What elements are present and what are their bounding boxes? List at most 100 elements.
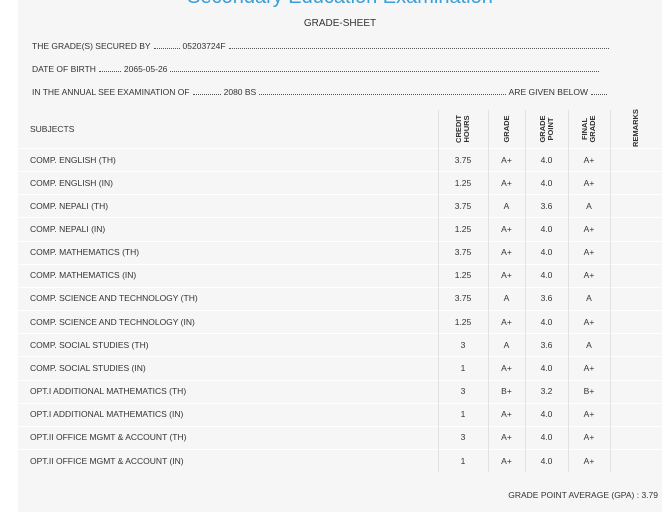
table-cell: A+ [583,224,595,234]
table-row: COMP. SOCIAL STUDIES (TH) 3 A 3.6 A [18,333,662,356]
table-cell: B+ [501,386,512,397]
table-row: COMP. NEPALI (IN) 1.25 A+ 4.0 A+ [18,217,662,240]
table-row: COMP. SCIENCE AND TECHNOLOGY (TH) 3.75 A 3.… [18,287,662,310]
table-cell: A [586,200,592,211]
table-cell: A [586,293,592,304]
header-cell: GRADE [488,110,525,148]
table-cell: A+ [501,316,512,327]
table-cell: 4.0 [540,316,553,327]
table-cell: COMP. NEPALI (TH) [30,200,109,211]
header-text: GRADE POINT [537,115,555,143]
table-cell: COMP. SOCIAL STUDIES (IN) [30,362,146,373]
table-row: COMP. ENGLISH (IN) 1.25 A+ 4.0 A+ [18,171,662,194]
table-cell: 3.6 [540,200,553,211]
table-cell: 1 [460,409,466,420]
table-row: COMP. MATHEMATICS (TH) 3.75 A+ 4.0 A+ [18,241,662,264]
table-row: COMP. SCIENCE AND TECHNOLOGY (IN) 1.25 A+ 4… [18,310,662,333]
info-line: DATE OF BIRTH 2065-05-26 [32,64,602,74]
table-cell: 4.0 [540,270,553,281]
label: IN THE ANNUAL SEE EXAMINATION OF [32,87,190,97]
header-cell: FINAL GRADE [568,110,610,148]
header-text: REMARKS [631,109,640,147]
table-cell: 4.0 [540,432,553,443]
table-cell: 3.75 [454,293,472,304]
row-separator [18,310,662,312]
table-row: OPT.I ADDITIONAL MATHEMATICS (IN) 1 A+ 4.0 A… [18,403,662,426]
header-cell: SUBJECTS [18,110,438,148]
table-cell: 3.6 [540,339,553,350]
table-row: COMP. MATHEMATICS (IN) 1.25 A+ 4.0 A+ [18,264,662,287]
table-cell: 4.0 [540,409,553,420]
table-cell: 3 [460,386,466,397]
table-cell: 3.2 [540,386,553,397]
table-cell: COMP. SOCIAL STUDIES (TH) [30,339,149,350]
table-cell: COMP. ENGLISH (TH) [30,154,116,165]
table-cell: A+ [501,409,512,420]
table-cell: A+ [583,455,595,466]
table-cell: 3.6 [540,293,553,304]
table-cell: A+ [583,362,595,373]
table-cell: 4.0 [540,455,553,466]
table-cell: 3 [460,339,466,350]
table-cell: A+ [501,455,512,466]
row-separator [18,356,662,358]
table-cell: A+ [501,362,512,373]
table-cell: 1 [460,362,466,373]
gpa-label: GRADE POINT AVERAGE (GPA) : [508,490,640,500]
header-text: CREDIT HOURS [454,115,471,143]
table-cell: A [503,339,510,350]
table-cell: A+ [583,409,595,420]
header-text: SUBJECTS [30,124,75,134]
table-cell: 1.25 [454,316,472,327]
table-cell: 1.25 [454,224,472,234]
table-cell: OPT.II OFFICE MGMT & ACCOUNT (IN) [30,455,184,466]
row-separator [18,425,662,427]
table-cell: A+ [501,432,512,443]
header-text: FINAL GRADE [580,115,597,143]
value: 2080 BS [223,87,257,97]
table-cell: A [503,293,510,304]
table-cell: COMP. NEPALI (IN) [30,224,106,234]
table-cell: OPT.I ADDITIONAL MATHEMATICS (IN) [30,409,184,420]
table-cell: OPT.II OFFICE MGMT & ACCOUNT (TH) [30,432,187,443]
table-row: COMP. NEPALI (TH) 3.75 A 3.6 A [18,194,662,217]
grade-sheet: Secondary Education Examination GRADE-SH… [18,0,662,512]
gpa: GRADE POINT AVERAGE (GPA) : 3.79 [508,490,658,500]
table-cell: A+ [501,247,512,258]
exam-title: Secondary Education Examination [18,0,662,9]
value: 2065-05-26 [123,64,168,74]
header-row: SUBJECTS CREDIT HOURS GRADE GRADE POINT FINA… [18,109,662,148]
table-row: OPT.II OFFICE MGMT & ACCOUNT (IN) 1 A+ 4.0 A… [18,449,662,472]
column-separator [488,110,489,473]
row-separator [18,286,662,288]
table-cell: A+ [501,224,512,234]
row-separator [18,217,662,219]
column-separator [568,110,569,473]
label: THE GRADE(S) SECURED BY [32,41,151,51]
row-separator [18,263,662,265]
table-cell: COMP. SCIENCE AND TECHNOLOGY (TH) [30,293,198,304]
table-cell: A+ [501,270,512,281]
table-row: COMP. ENGLISH (TH) 3.75 A+ 4.0 A+ [18,148,662,171]
table-cell: A [503,200,510,211]
table-cell: 4.0 [540,154,553,165]
row-separator [18,240,662,242]
table-cell: A+ [583,247,595,258]
row-separator [18,333,662,335]
row-separator [18,448,662,450]
table-cell: A [586,339,592,350]
table-row: COMP. SOCIAL STUDIES (IN) 1 A+ 4.0 A+ [18,356,662,379]
table-cell: 1.25 [454,270,472,281]
value: 05203724F [182,41,226,51]
table-row: OPT.I ADDITIONAL MATHEMATICS (TH) 3 B+ 3.2 B… [18,380,662,403]
table-cell: 1 [460,455,466,466]
table-cell: A+ [583,432,595,443]
column-separator [610,110,611,473]
table-cell: 4.0 [540,224,553,234]
table-cell: A+ [583,316,595,327]
table-cell: 3 [460,432,466,443]
sheet-title: GRADE-SHEET [303,18,377,29]
row-separator [18,194,662,196]
table-cell: 3.75 [454,154,472,165]
